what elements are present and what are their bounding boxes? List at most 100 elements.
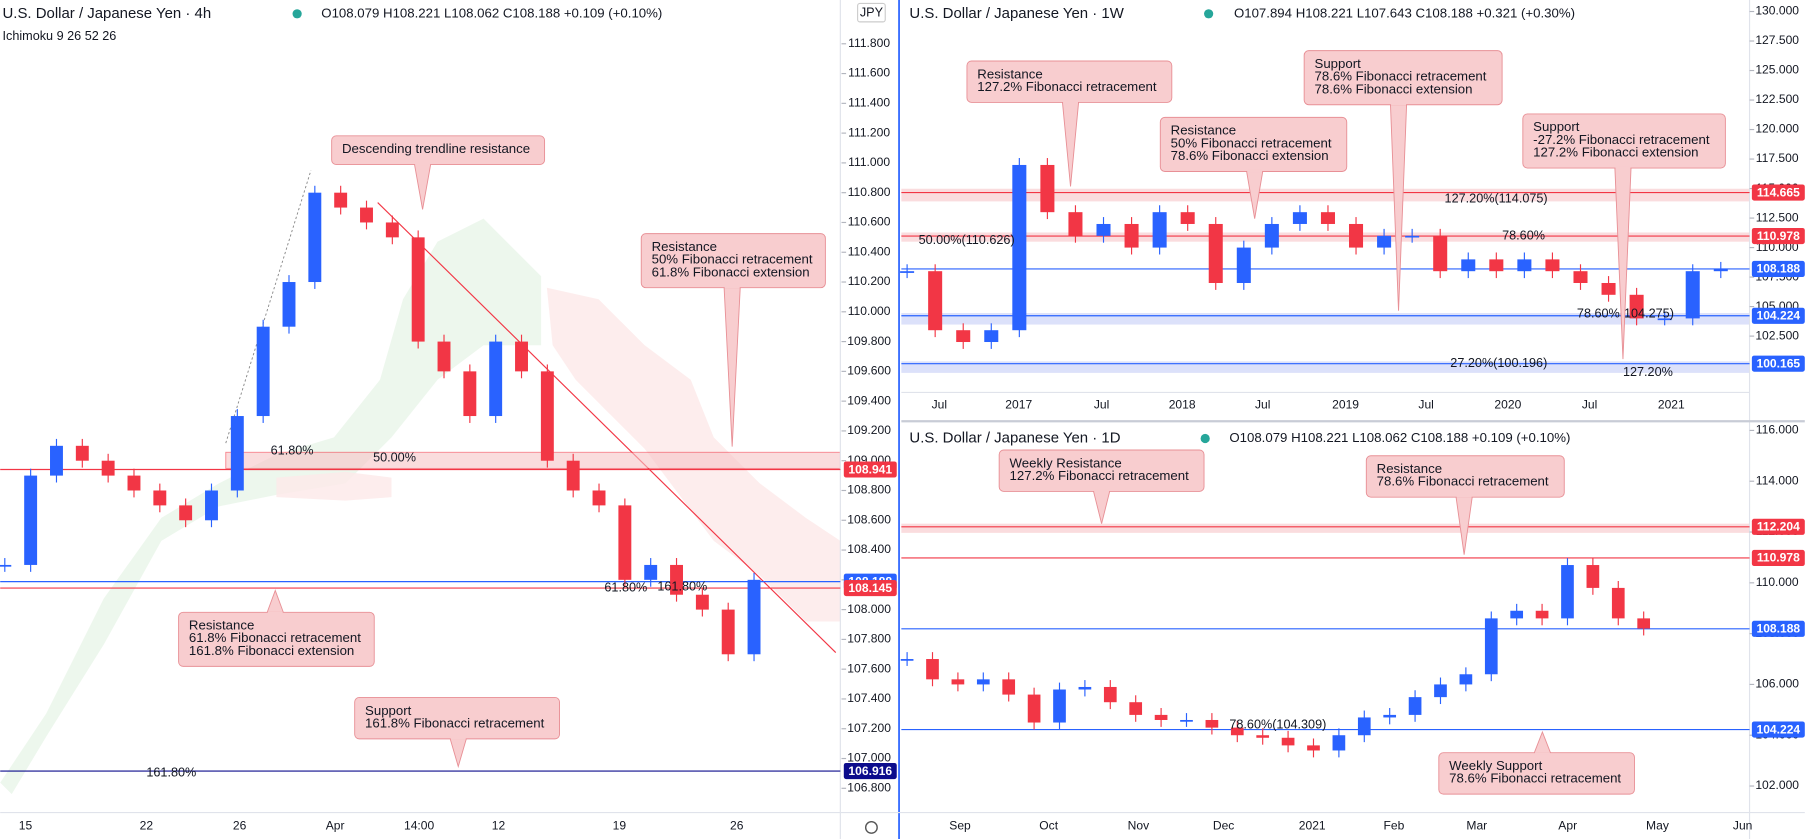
price-tag bbox=[843, 461, 897, 478]
candle bbox=[1332, 735, 1346, 751]
callout-text: Support bbox=[365, 703, 412, 718]
candle bbox=[1637, 618, 1651, 629]
support-zone bbox=[901, 361, 1750, 373]
currency[interactable]: JPY bbox=[860, 6, 884, 20]
candle bbox=[127, 475, 141, 491]
candle bbox=[1685, 271, 1700, 319]
price-tag-label: 108.188 bbox=[1756, 262, 1800, 276]
callout-joint bbox=[724, 285, 740, 289]
price-tag-label: 110.978 bbox=[1757, 551, 1800, 565]
y-tick-label: 110.600 bbox=[848, 215, 891, 229]
callout-text: Descending trendline resistance bbox=[342, 141, 530, 156]
candle bbox=[1152, 212, 1167, 248]
candle bbox=[721, 609, 735, 655]
candle bbox=[1405, 235, 1420, 238]
x-tick-label: 2018 bbox=[1169, 397, 1196, 411]
resistance-zone bbox=[901, 188, 1750, 202]
x-tick-label: Mar bbox=[1466, 819, 1487, 833]
candle bbox=[984, 330, 999, 343]
candle bbox=[1408, 697, 1422, 715]
candle bbox=[1078, 686, 1092, 690]
status-dot bbox=[292, 9, 302, 19]
callout-text: 50% Fibonacci retracement bbox=[652, 252, 813, 267]
candle bbox=[1459, 674, 1473, 685]
candle bbox=[256, 326, 270, 417]
y-tick-label: 111.200 bbox=[848, 125, 890, 139]
callout-joint bbox=[1391, 103, 1407, 106]
price-tag bbox=[1751, 620, 1805, 637]
candle bbox=[1433, 235, 1448, 272]
price-tag-label: 100.165 bbox=[1756, 356, 1800, 370]
candle bbox=[437, 341, 451, 372]
x-tick-label: 26 bbox=[730, 819, 744, 833]
callout-text: 78.6% Fibonacci retracement bbox=[1377, 474, 1549, 489]
callout-text: 127.2% Fibonacci retracement bbox=[977, 79, 1157, 94]
candle bbox=[463, 371, 477, 417]
y-tick-label: 130.000 bbox=[1755, 4, 1799, 18]
candle bbox=[592, 490, 606, 506]
resistance-zone bbox=[225, 451, 841, 469]
price-tag-label: 104.224 bbox=[1756, 722, 1800, 736]
y-tick-label: 109.200 bbox=[847, 423, 891, 437]
candle bbox=[205, 490, 218, 521]
support-zone bbox=[901, 313, 1750, 325]
price-tag bbox=[843, 579, 897, 597]
x-tick-label: 2020 bbox=[1494, 397, 1521, 411]
candle bbox=[900, 659, 914, 661]
candle bbox=[926, 659, 939, 680]
price-tag bbox=[843, 762, 897, 780]
candle bbox=[1264, 223, 1279, 248]
candle bbox=[1489, 259, 1504, 272]
y-tick-label: 111.400 bbox=[848, 96, 890, 110]
settings-icon[interactable] bbox=[864, 821, 878, 834]
x-tick-label: Dec bbox=[1213, 819, 1234, 833]
callout-text: 78.6% Fibonacci retracement bbox=[1315, 69, 1487, 84]
y-tick-label: 107.600 bbox=[847, 661, 891, 675]
candle bbox=[928, 271, 943, 331]
fib-label: 127.20% bbox=[1623, 365, 1673, 379]
y-tick-label: 108.400 bbox=[847, 542, 891, 556]
price-tag bbox=[1751, 184, 1805, 201]
y-tick-label: 110.200 bbox=[848, 274, 891, 288]
candle bbox=[230, 416, 244, 491]
y-tick-label: 108.800 bbox=[847, 483, 891, 497]
candle bbox=[1586, 565, 1600, 588]
y-tick-label: 122.500 bbox=[1755, 92, 1799, 106]
x-tick-label: Oct bbox=[1039, 819, 1058, 833]
fib-label: 78.60%(104.309) bbox=[1229, 717, 1326, 731]
status-dot bbox=[1200, 433, 1210, 444]
callout-joint bbox=[1534, 752, 1550, 755]
y-tick-label: 111.600 bbox=[848, 66, 890, 80]
y-tick-label: 114.000 bbox=[1756, 473, 1799, 487]
callout-text: 78.6% Fibonacci extension bbox=[1171, 148, 1329, 163]
candle bbox=[900, 271, 915, 273]
x-tick-label: Apr bbox=[1558, 819, 1577, 833]
candle bbox=[1517, 259, 1532, 272]
callout-text: 161.8% Fibonacci extension bbox=[189, 643, 354, 658]
callout-joint bbox=[1456, 495, 1472, 498]
y-tick-label: 110.000 bbox=[848, 304, 891, 318]
price-tag bbox=[1751, 307, 1805, 324]
candle bbox=[566, 460, 580, 491]
candle bbox=[282, 282, 296, 327]
callout-text: 78.6% Fibonacci extension bbox=[1315, 81, 1473, 96]
candle bbox=[1292, 212, 1307, 224]
candle bbox=[1349, 223, 1364, 248]
candle bbox=[976, 679, 990, 685]
candle bbox=[1103, 686, 1117, 703]
fib-guide bbox=[225, 170, 312, 444]
y-tick-label: 107.400 bbox=[847, 691, 891, 705]
status-dot bbox=[1204, 9, 1214, 19]
callout-text: 127.2% Fibonacci extension bbox=[1533, 145, 1698, 160]
y-tick-label: 107.800 bbox=[847, 632, 891, 646]
candle bbox=[75, 445, 89, 461]
currency-badge[interactable] bbox=[857, 2, 886, 23]
price-tag bbox=[1751, 227, 1805, 245]
candle bbox=[1180, 719, 1193, 722]
y-tick-label: 125.000 bbox=[1755, 63, 1799, 77]
y-tick-label: 109.800 bbox=[847, 334, 891, 348]
panel-title: U.S. Dollar / Japanese Yen · 1D bbox=[909, 429, 1120, 446]
price-tag bbox=[1751, 721, 1805, 738]
